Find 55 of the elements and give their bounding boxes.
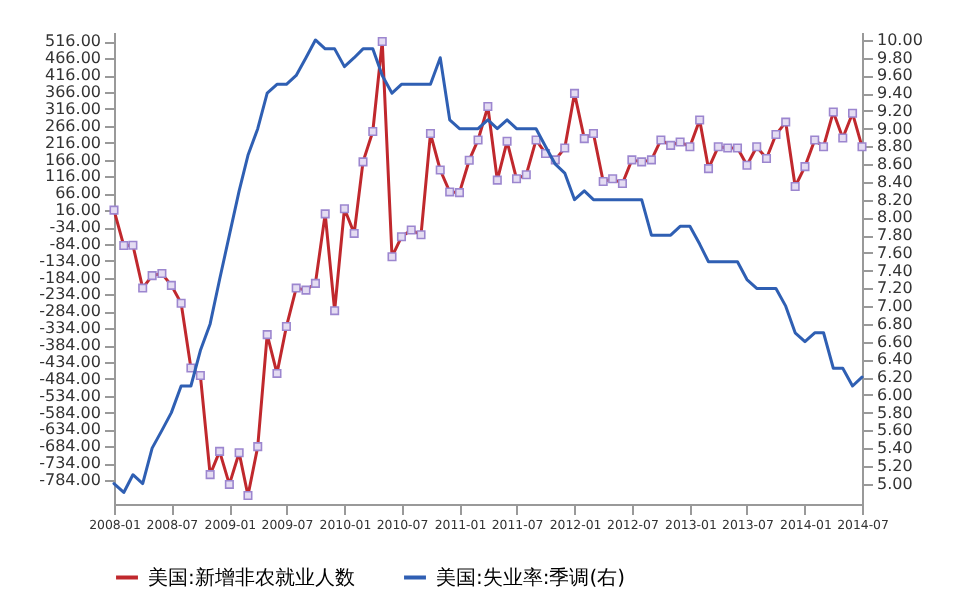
y2-tick-label: 5.20 <box>877 456 913 475</box>
y-tick-label: 166.00 <box>45 150 101 169</box>
y-tick-label: -784.00 <box>39 471 101 490</box>
y2-tick-label: 8.80 <box>877 137 913 156</box>
y-tick-label: 316.00 <box>45 99 101 118</box>
y2-tick-label: 8.60 <box>877 155 913 174</box>
y-tick-label: -84.00 <box>49 234 101 253</box>
y2-tick-label: 7.80 <box>877 226 913 245</box>
y-tick-label: 366.00 <box>45 83 101 102</box>
y-tick-label: -634.00 <box>39 420 101 439</box>
y-tick-label: -384.00 <box>39 336 101 355</box>
y-tick-label: 466.00 <box>45 49 101 68</box>
y2-tick-label: 8.20 <box>877 190 913 209</box>
y2-tick-label: 9.80 <box>877 48 913 67</box>
legend-label: 美国:新增非农就业人数 <box>148 565 355 590</box>
y2-tick-label: 5.40 <box>877 439 913 458</box>
y2-tick-label: 6.80 <box>877 314 913 333</box>
y-tick-label: -234.00 <box>39 285 101 304</box>
y-tick-label: -434.00 <box>39 352 101 371</box>
legend-label: 美国:失业率:季调(右) <box>436 565 626 590</box>
y-tick-label: -584.00 <box>39 403 101 422</box>
y2-tick-label: 6.40 <box>877 350 913 369</box>
y2-tick-label: 9.40 <box>877 84 913 103</box>
y-tick-label: -34.00 <box>49 218 101 237</box>
y2-tick-label: 5.80 <box>877 403 913 422</box>
y2-tick-label: 9.60 <box>877 66 913 85</box>
y2-tick-label: 8.40 <box>877 172 913 191</box>
y-tick-label: 266.00 <box>45 116 101 135</box>
y2-tick-label: 7.40 <box>877 261 913 280</box>
y2-tick-label: 9.00 <box>877 119 913 138</box>
y2-tick-label: 8.00 <box>877 208 913 227</box>
y2-tick-label: 7.60 <box>877 243 913 262</box>
y-tick-label: 66.00 <box>55 184 101 203</box>
y-tick-label: -134.00 <box>39 251 101 270</box>
y-tick-label: -534.00 <box>39 386 101 405</box>
y2-tick-label: 10.00 <box>877 30 923 49</box>
y-tick-label: -184.00 <box>39 268 101 287</box>
y2-tick-label: 9.20 <box>877 101 913 120</box>
y2-tick-label: 6.00 <box>877 385 913 404</box>
y2-tick-label: 6.20 <box>877 368 913 387</box>
y-tick-label: -734.00 <box>39 454 101 473</box>
y2-tick-label: 6.60 <box>877 332 913 351</box>
y-tick-label: 516.00 <box>45 32 101 51</box>
y-tick-label: 416.00 <box>45 66 101 85</box>
y2-tick-label: 5.00 <box>877 474 913 493</box>
y-tick-label: -284.00 <box>39 302 101 321</box>
y-tick-label: 216.00 <box>45 133 101 152</box>
y-tick-label: -334.00 <box>39 319 101 338</box>
y-tick-label: 16.00 <box>55 201 101 220</box>
y-tick-label: 116.00 <box>45 167 101 186</box>
y2-tick-label: 5.60 <box>877 421 913 440</box>
y2-tick-label: 7.00 <box>877 297 913 316</box>
y-tick-label: -684.00 <box>39 437 101 456</box>
y-tick-label: -484.00 <box>39 369 101 388</box>
y2-tick-label: 7.20 <box>877 279 913 298</box>
